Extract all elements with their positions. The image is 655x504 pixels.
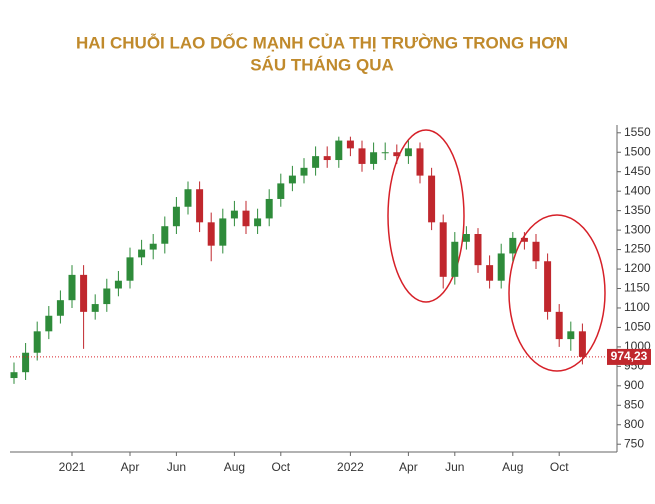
candle-body <box>439 222 447 277</box>
candle-body <box>358 148 366 164</box>
candle-body <box>219 218 227 246</box>
candle-body <box>451 241 459 277</box>
y-tick-label: 1400 <box>624 183 651 197</box>
candle-body <box>288 175 296 184</box>
candle-body <box>509 237 517 254</box>
y-tick-label: 1450 <box>624 164 651 178</box>
candle-body <box>254 218 262 227</box>
y-tick-label: 1200 <box>624 261 651 275</box>
candle-body <box>404 148 412 157</box>
highlight-ellipse <box>508 214 606 372</box>
candle-body <box>474 234 482 266</box>
chart-title: SÁU THÁNG QUA <box>250 55 394 74</box>
candle-body <box>91 304 99 312</box>
candle-body <box>114 280 122 289</box>
candle-body <box>544 261 552 312</box>
candle-body <box>172 206 180 227</box>
x-tick-label: Apr <box>121 460 140 474</box>
x-tick-label: 2021 <box>59 460 86 474</box>
candle-body <box>428 175 436 223</box>
candle-body <box>486 265 494 281</box>
x-tick-label: Oct <box>550 460 569 474</box>
candle-body <box>207 222 215 246</box>
candle-body <box>80 274 88 312</box>
candle-body <box>312 156 320 168</box>
x-tick-label: Oct <box>271 460 290 474</box>
candle-body <box>532 241 540 262</box>
candle-body <box>184 189 192 207</box>
y-tick-label: 1100 <box>624 300 650 314</box>
candle-body <box>416 148 424 176</box>
candle-body <box>230 210 238 219</box>
candle-body <box>126 257 134 281</box>
candle-body <box>567 331 575 340</box>
candle-body <box>346 140 354 149</box>
candle-body <box>277 183 285 199</box>
y-tick-label: 850 <box>624 397 644 411</box>
x-tick-label: Aug <box>502 460 523 474</box>
x-tick-label: Jun <box>445 460 464 474</box>
chart-title: HAI CHUỖI LAO DỐC MẠNH CỦA THỊ TRƯỜNG TR… <box>76 32 568 52</box>
candle-body <box>381 152 389 154</box>
candle-body <box>56 300 64 316</box>
candle-body <box>578 331 586 357</box>
candle-body <box>555 311 563 340</box>
y-tick-label: 1350 <box>624 203 651 217</box>
x-tick-label: Jun <box>167 460 186 474</box>
y-tick-label: 1150 <box>624 281 650 295</box>
x-tick-label: Aug <box>224 460 245 474</box>
y-tick-label: 1500 <box>624 144 651 158</box>
candle-body <box>33 331 41 353</box>
candle-body <box>300 167 308 176</box>
y-tick-label: 1300 <box>624 222 651 236</box>
candle-body <box>335 140 343 161</box>
candle-body <box>370 152 378 164</box>
candle-body <box>242 210 250 227</box>
x-tick-label: Apr <box>399 460 418 474</box>
candle-body <box>196 189 204 223</box>
candle-body <box>497 253 505 281</box>
candle-body <box>161 226 169 244</box>
y-tick-label: 1050 <box>624 320 651 334</box>
candle-body <box>323 156 331 161</box>
last-price-box <box>607 348 651 365</box>
candle-body <box>138 249 146 258</box>
candle-body <box>10 372 18 379</box>
candle-body <box>68 274 76 301</box>
candle-body <box>393 152 401 157</box>
candle-body <box>22 352 30 373</box>
y-tick-label: 1550 <box>624 125 651 139</box>
candle-body <box>265 198 273 219</box>
y-tick-label: 900 <box>624 378 644 392</box>
x-tick-label: 2022 <box>337 460 364 474</box>
y-tick-label: 1250 <box>624 242 651 256</box>
candle-body <box>103 288 111 305</box>
candle-body <box>149 243 157 250</box>
highlight-ellipse <box>387 129 465 303</box>
candle-body <box>520 237 528 242</box>
y-tick-label: 800 <box>624 417 644 431</box>
candle-body <box>462 234 470 242</box>
candle-body <box>45 315 53 332</box>
y-tick-label: 750 <box>624 436 644 450</box>
last-price-label: 974,23 <box>611 349 648 363</box>
